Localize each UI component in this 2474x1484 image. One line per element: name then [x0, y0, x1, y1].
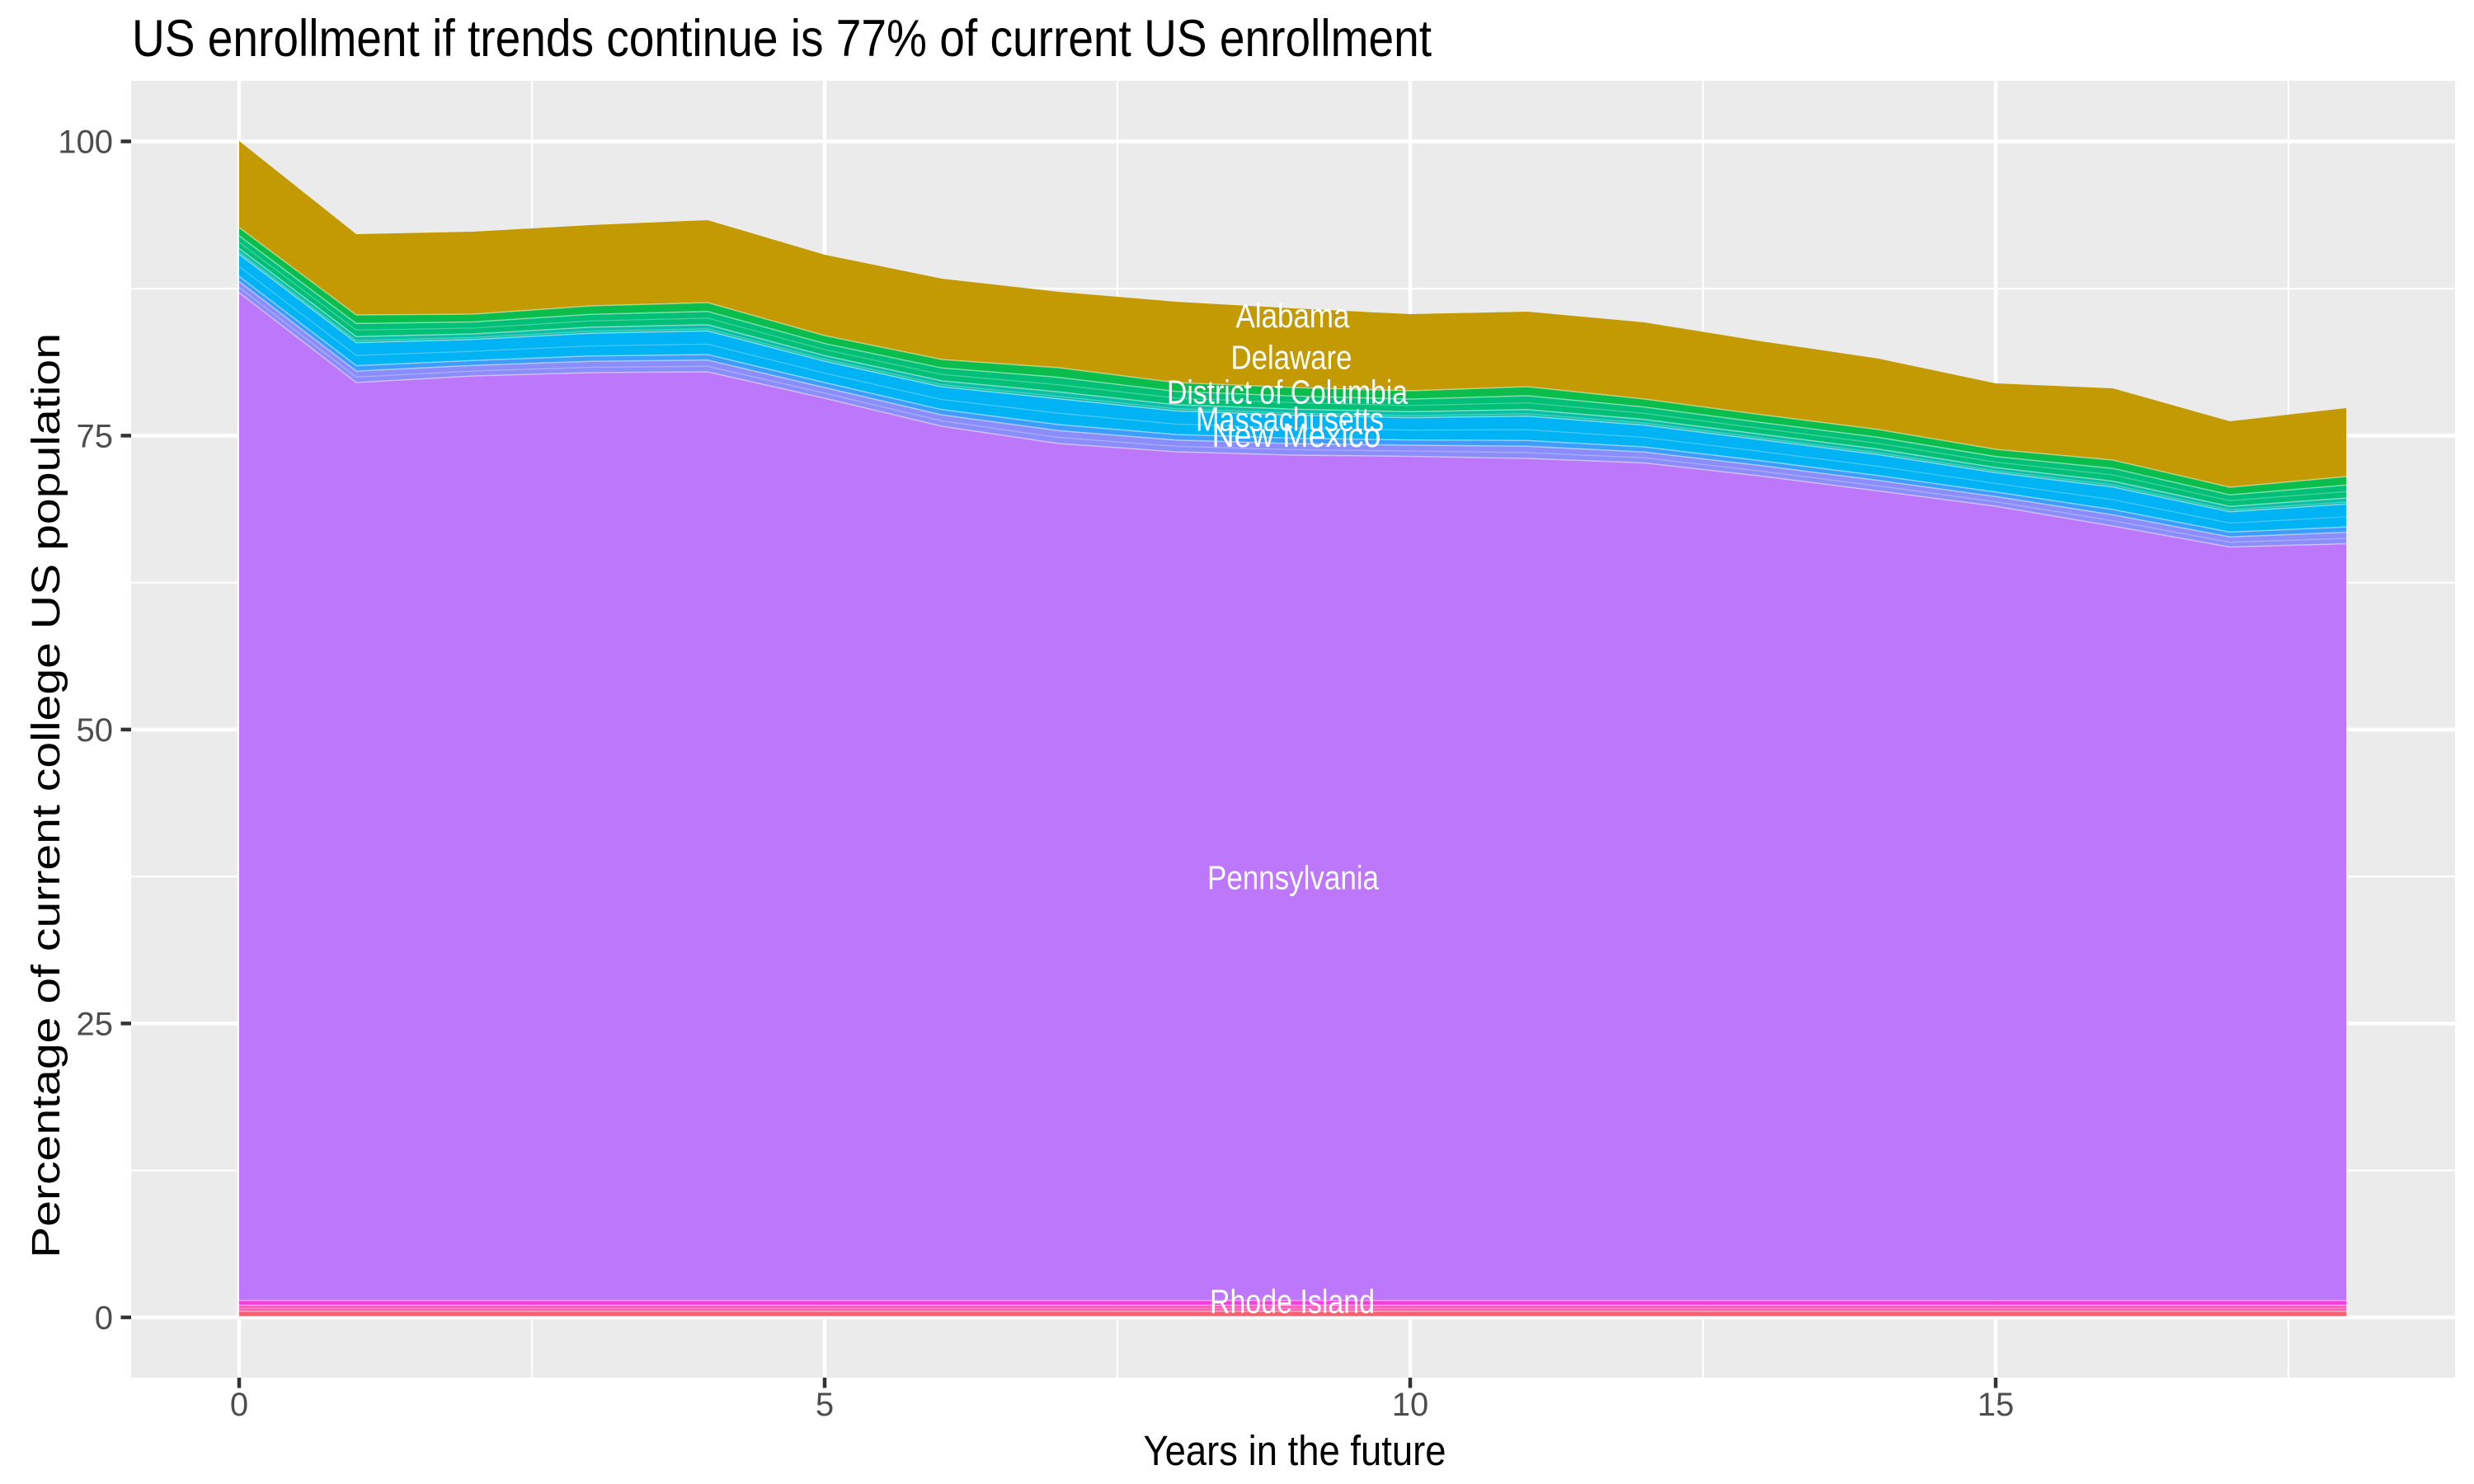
svg-text:Alabama: Alabama — [1236, 297, 1350, 335]
svg-text:New Mexico: New Mexico — [1212, 416, 1381, 454]
svg-text:Rhode Island: Rhode Island — [1210, 1282, 1375, 1320]
svg-text:75: 75 — [77, 418, 114, 454]
svg-text:25: 25 — [77, 1006, 114, 1042]
svg-text:US enrollment if trends contin: US enrollment if trends continue is 77% … — [132, 10, 1432, 68]
svg-text:50: 50 — [77, 712, 114, 749]
svg-text:Pennsylvania: Pennsylvania — [1207, 858, 1379, 896]
svg-text:Massachusetts: Massachusetts — [1196, 400, 1384, 438]
svg-text:Years in the future: Years in the future — [1144, 1427, 1446, 1474]
svg-text:5: 5 — [816, 1387, 834, 1423]
svg-text:15: 15 — [1978, 1387, 2015, 1423]
svg-text:Delaware: Delaware — [1231, 338, 1352, 376]
svg-text:Percentage of current college: Percentage of current college US populat… — [25, 333, 68, 1258]
svg-text:10: 10 — [1392, 1387, 1429, 1423]
svg-text:0: 0 — [95, 1300, 113, 1336]
svg-text:District of Columbia: District of Columbia — [1167, 373, 1408, 411]
svg-text:0: 0 — [230, 1387, 248, 1423]
svg-text:100: 100 — [58, 124, 113, 161]
